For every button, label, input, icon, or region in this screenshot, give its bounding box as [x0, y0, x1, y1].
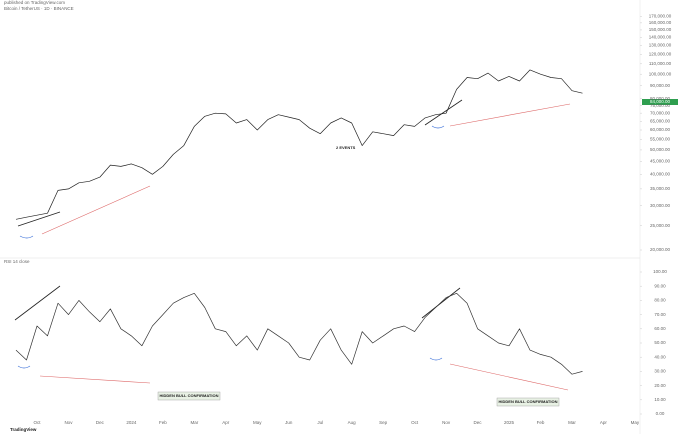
y-tick-label: 130,000.00	[649, 43, 672, 48]
annotation-box	[496, 397, 560, 407]
y-tick-label: 100,000.00	[649, 71, 672, 76]
y-tick-label: 170,000.00	[649, 13, 672, 18]
x-tick-label: May	[631, 420, 640, 425]
trend-line	[39, 375, 151, 384]
x-tick-label: Sep	[379, 420, 388, 425]
y-tick-label: 55,000.00	[650, 137, 671, 142]
x-tick-label: Jun	[285, 420, 293, 425]
rsi-title: RSI 14 close	[4, 259, 30, 264]
author: published on TradingView.com	[4, 0, 65, 5]
x-tick-label: Apr	[600, 420, 608, 425]
y-tick-label: 50.00	[654, 340, 666, 345]
trend-line	[449, 103, 571, 127]
symbol: Bitcoin / TetherUS · 1D · BINANCE	[4, 6, 74, 11]
trend-line	[449, 363, 569, 391]
y-tick-label: 20,000.00	[650, 247, 671, 252]
events-label: 2 EVENTS	[336, 145, 356, 150]
annotation-box	[157, 391, 221, 401]
x-tick-label: Jul	[317, 420, 323, 425]
x-tick-label: Aug	[348, 420, 357, 425]
y-tick-label: 110,000.00	[649, 61, 672, 66]
x-tick-label: Feb	[537, 420, 545, 425]
y-tick-label: 65,000.00	[650, 118, 671, 123]
y-tick-label: 80.00	[654, 298, 666, 303]
x-tick-label: Nov	[64, 420, 73, 425]
y-tick-label: 150,000.00	[649, 27, 672, 32]
x-tick-label: Mar	[568, 420, 576, 425]
x-tick-label: 2024	[126, 420, 137, 425]
y-tick-label: 80,000.00	[650, 96, 671, 101]
y-tick-label: 75,000.00	[650, 103, 671, 108]
y-tick-label: 35,000.00	[650, 186, 671, 191]
x-tick-label: Mar	[190, 420, 198, 425]
y-tick-label: 40.00	[654, 354, 666, 359]
blue-arc	[431, 125, 445, 129]
x-tick-label: Apr	[222, 420, 230, 425]
x-tick-label: Nov	[442, 420, 451, 425]
y-tick-label: 100.00	[653, 269, 667, 274]
logo: TradingView	[10, 427, 37, 432]
y-tick-label: 60.00	[654, 326, 666, 331]
y-tick-label: 90,000.00	[650, 83, 671, 88]
y-tick-label: 30,000.00	[650, 203, 671, 208]
x-tick-label: Feb	[159, 420, 167, 425]
y-tick-label: 30.00	[654, 369, 666, 374]
y-tick-label: 70.00	[654, 312, 666, 317]
y-tick-label: 10.00	[654, 397, 666, 402]
blue-arc	[17, 365, 31, 369]
x-tick-label: Dec	[474, 420, 483, 425]
trend-line	[421, 287, 461, 319]
series-line	[15, 292, 583, 375]
annotation: HIDDEN BULL CONFIRMATION	[499, 399, 558, 404]
y-tick-label: 120,000.00	[649, 51, 672, 56]
price-tag-label: 84,000.00	[650, 99, 671, 104]
annotation: HIDDEN BULL CONFIRMATION	[160, 393, 219, 398]
x-tick-label: May	[253, 420, 262, 425]
y-tick-label: 90.00	[654, 283, 666, 288]
price-tag	[642, 99, 678, 105]
y-tick-label: 25,000.00	[650, 223, 671, 228]
y-tick-label: 50,000.00	[650, 147, 671, 152]
series-line	[15, 69, 583, 220]
x-tick-label: Oct	[411, 420, 419, 425]
y-tick-label: 45,000.00	[650, 159, 671, 164]
trend-line	[41, 185, 151, 235]
trend-line	[424, 99, 463, 126]
y-tick-label: 40,000.00	[650, 171, 671, 176]
x-tick-label: Oct	[33, 420, 41, 425]
trend-line	[17, 211, 61, 227]
y-tick-label: 160,000.00	[649, 20, 672, 25]
x-tick-label: 2025	[504, 420, 515, 425]
y-tick-label: 140,000.00	[649, 35, 672, 40]
y-tick-label: 70,000.00	[650, 110, 671, 115]
trend-line	[14, 285, 61, 321]
blue-arc	[429, 357, 443, 361]
blue-arc	[19, 235, 34, 239]
y-tick-label: 20.00	[654, 383, 666, 388]
y-tick-label: 60,000.00	[650, 127, 671, 132]
y-tick-label: 0.00	[656, 411, 665, 416]
x-tick-label: Dec	[96, 420, 105, 425]
